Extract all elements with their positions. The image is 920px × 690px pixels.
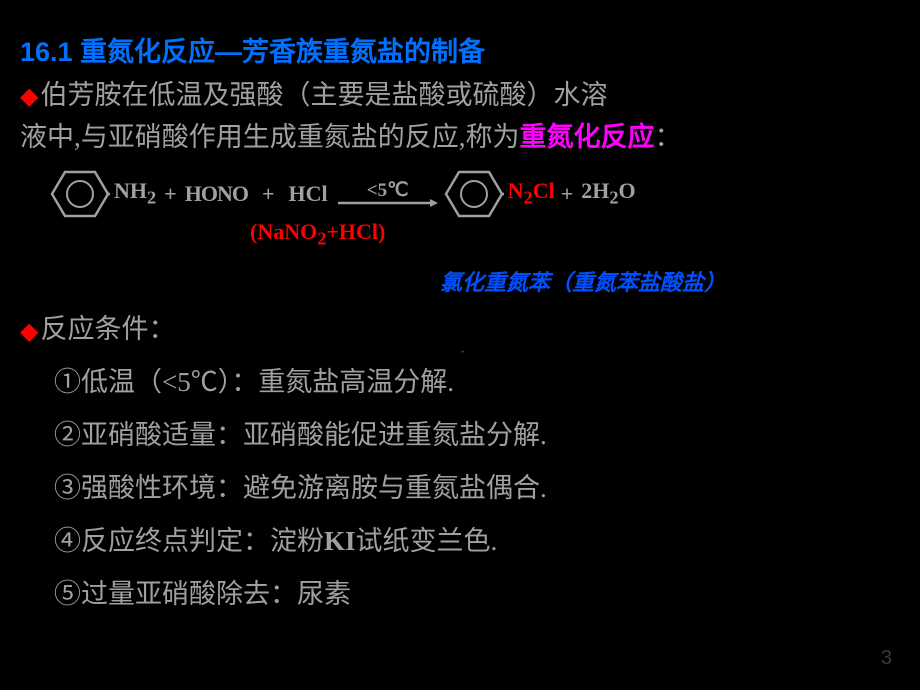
center-marker-icon: ·: [460, 344, 465, 362]
eq-hcl: HCl: [289, 181, 328, 207]
eq-nh2: NH2: [114, 178, 156, 208]
intro-highlight: 重氮化反应: [520, 122, 655, 152]
diamond-bullet-icon: ◆: [20, 79, 38, 116]
condition-item-4: ④反应终点判定：淀粉KI试纸变兰色.: [54, 519, 900, 558]
condition-item-5: ⑤过量亚硝酸除去：尿素: [54, 572, 900, 611]
conditions-header: ◆反应条件：: [20, 307, 900, 346]
eq-hono: HONO: [185, 181, 248, 207]
reaction-equation: NH2 + HONO + HCl <5℃ N2Cl + 2H2O: [50, 167, 900, 221]
product-name-label: 氯化重氮苯（重氮苯盐酸盐）: [440, 265, 900, 297]
eq-h2o: 2H2O: [581, 178, 635, 208]
section-title: 16.1 重氮化反应—芳香族重氮盐的制备: [20, 30, 900, 69]
benzene-ring-icon: [444, 167, 504, 221]
benzene-ring-icon: [50, 167, 110, 221]
eq-plus-3: +: [561, 181, 574, 207]
condition-item-3: ③强酸性环境：避免游离胺与重氮盐偶合.: [54, 466, 900, 505]
intro-line-1: 伯芳胺在低温及强酸（主要是盐酸或硫酸）水溶: [40, 80, 607, 110]
eq-plus-2: +: [262, 181, 275, 207]
eq-plus-1: +: [164, 181, 177, 207]
arrow-icon: [338, 198, 438, 208]
diamond-bullet-icon: ◆: [20, 317, 38, 346]
intro-line-2a: 液中,与亚硝酸作用生成重氮盐的反应,称为: [20, 122, 520, 152]
condition-item-1: ①低温（<5℃）：重氮盐高温分解.: [54, 360, 900, 399]
page-number: 3: [881, 647, 892, 670]
eq-n2cl: N2Cl: [508, 178, 555, 208]
intro-paragraph: ◆伯芳胺在低温及强酸（主要是盐酸或硫酸）水溶 液中,与亚硝酸作用生成重氮盐的反应…: [20, 75, 900, 159]
intro-line-2b: ：: [655, 122, 682, 152]
condition-item-2: ②亚硝酸适量：亚硝酸能促进重氮盐分解.: [54, 413, 900, 452]
reaction-arrow: <5℃: [338, 179, 438, 208]
eq-sub-reagent: (NaNO2+HCl): [250, 219, 900, 249]
